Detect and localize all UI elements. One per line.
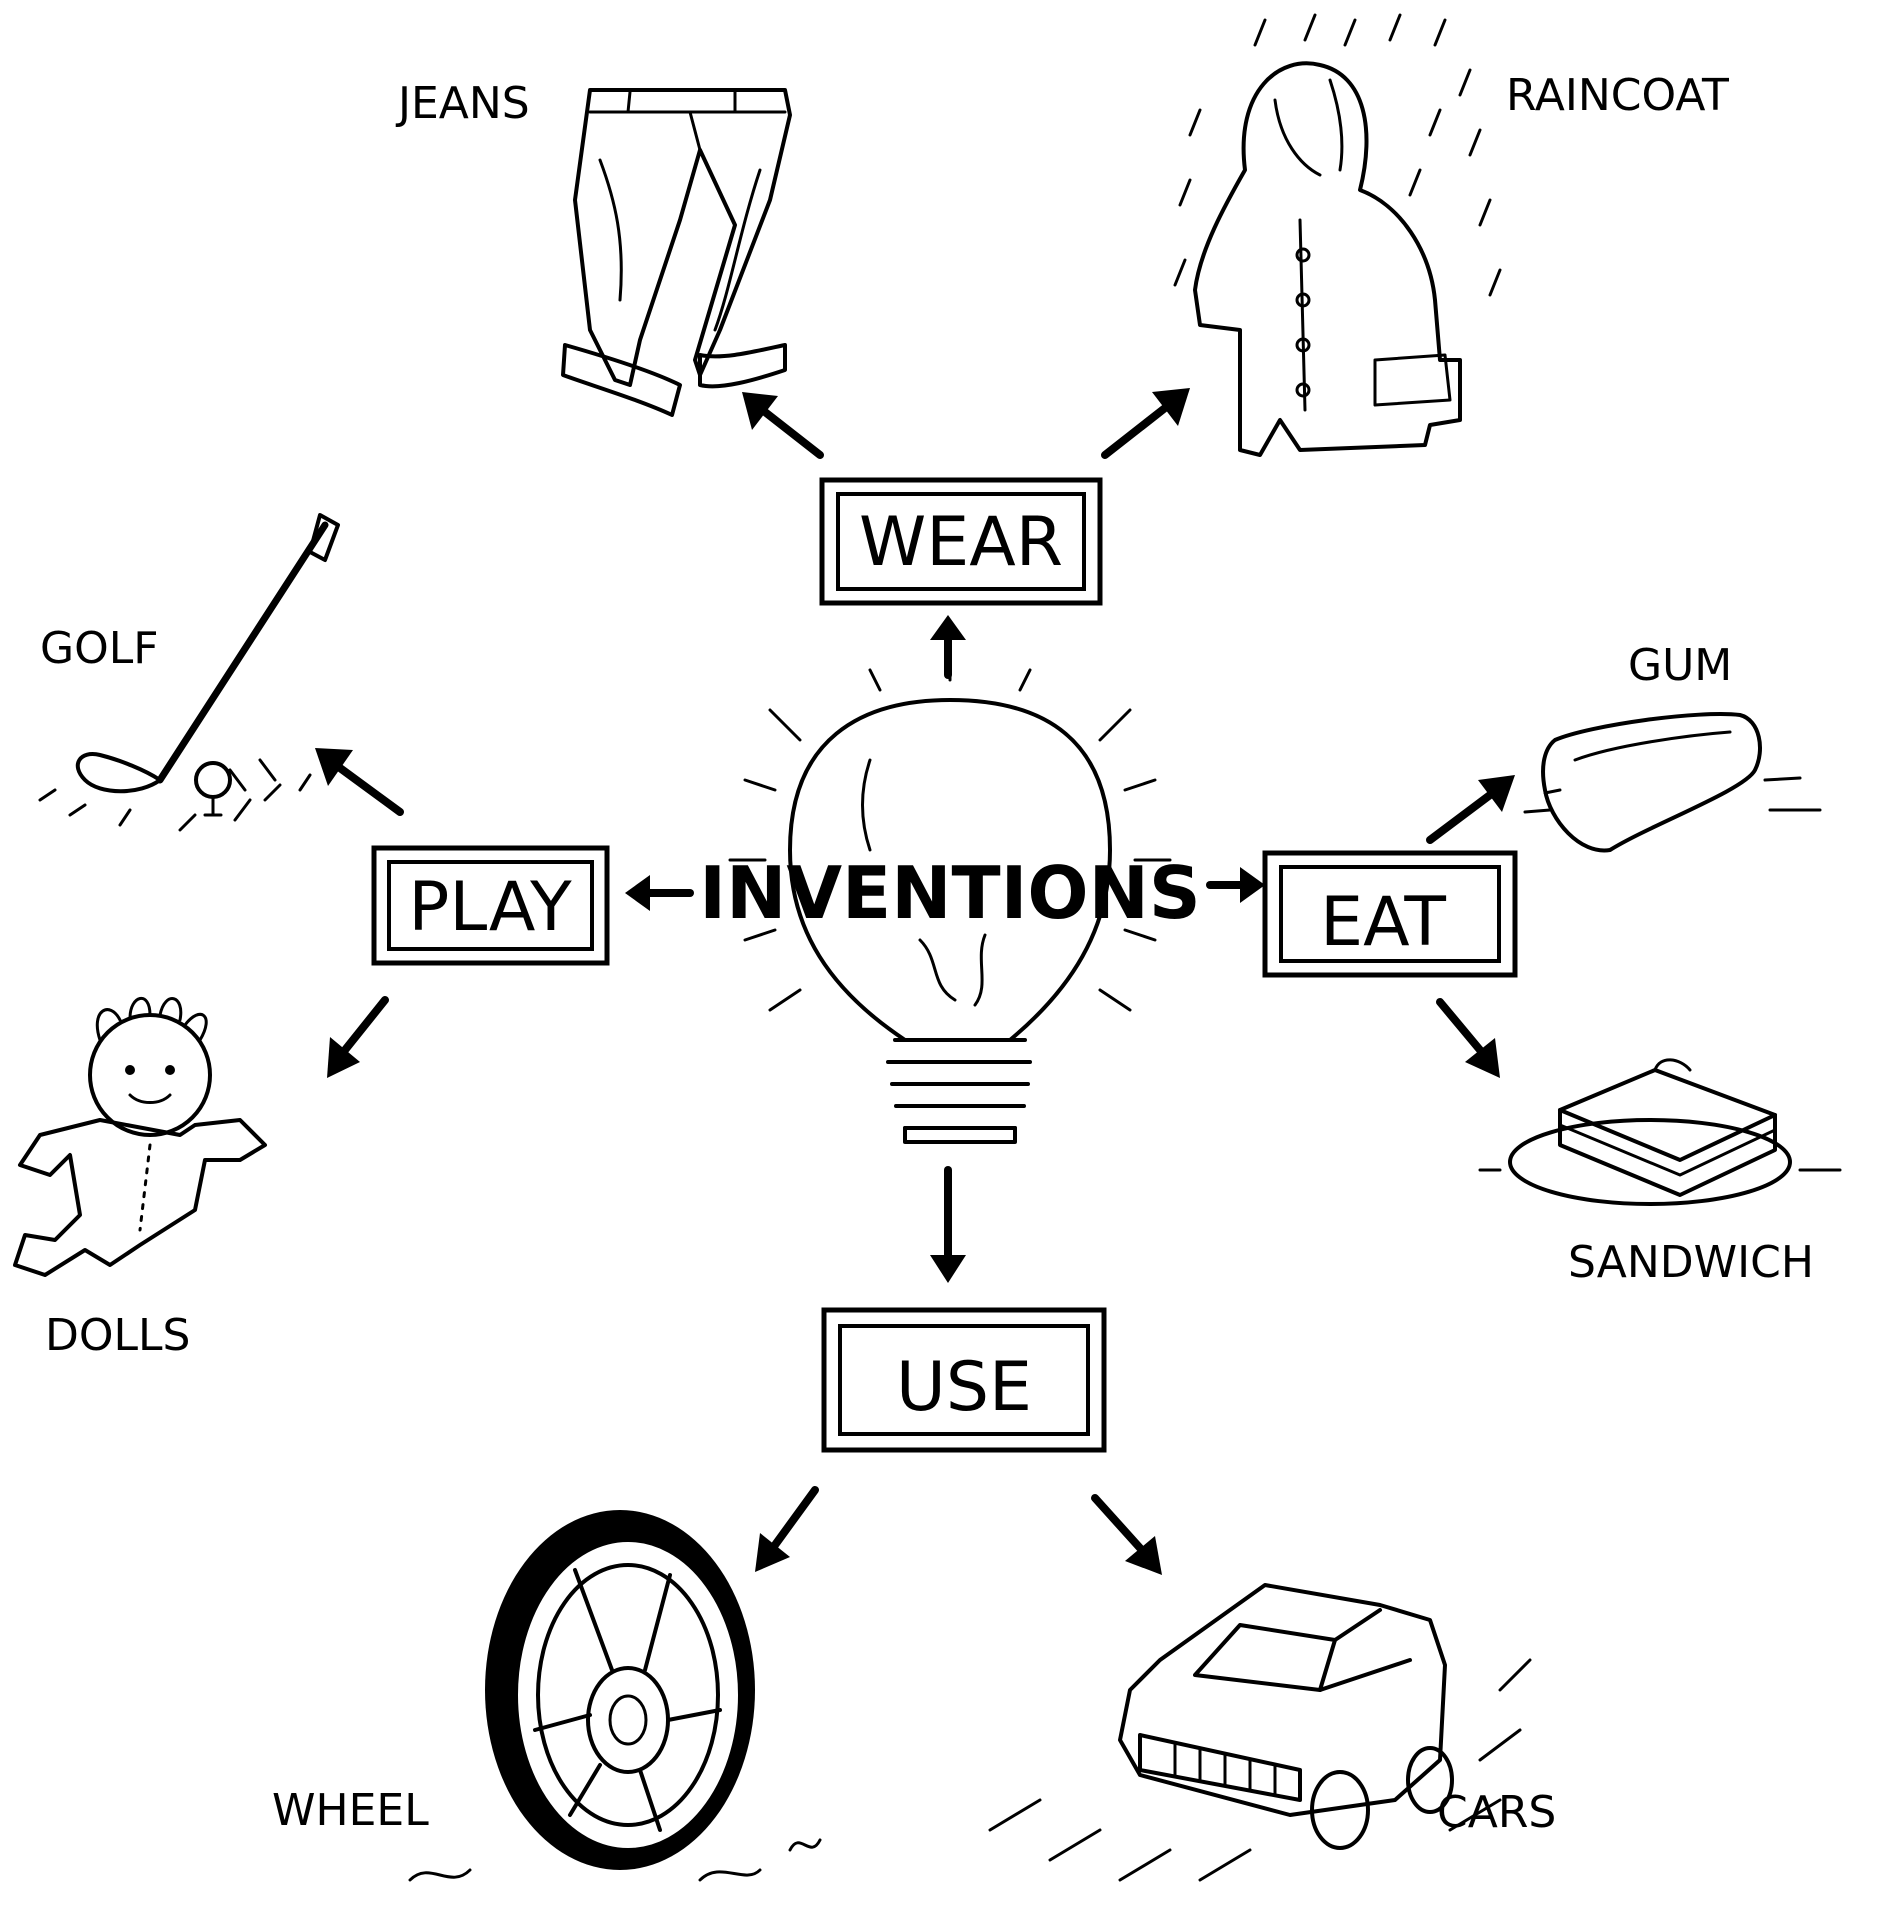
category-box-eat: EAT bbox=[1262, 850, 1518, 978]
item-label-wheel: WHEEL bbox=[272, 1785, 429, 1836]
golf-club-icon bbox=[38, 513, 340, 832]
item-label-jeans: JEANS bbox=[395, 78, 530, 129]
gum-icon bbox=[1523, 712, 1822, 853]
item-label-sandwich: SANDWICH bbox=[1568, 1237, 1814, 1288]
car-icon bbox=[988, 1583, 1532, 1882]
category-box-play: PLAY bbox=[371, 845, 610, 966]
item-label-cars: CARS bbox=[1437, 1787, 1556, 1838]
category-box-wear: WEAR bbox=[819, 477, 1103, 606]
doll-icon bbox=[13, 996, 267, 1277]
central-label: INVENTIONS bbox=[699, 851, 1200, 935]
item-label-raincoat: RAINCOAT bbox=[1506, 70, 1729, 121]
jeans-icon bbox=[561, 88, 792, 417]
arrows bbox=[315, 388, 1515, 1575]
category-label-play: PLAY bbox=[408, 868, 572, 947]
category-label-wear: WEAR bbox=[859, 503, 1063, 582]
category-label-eat: EAT bbox=[1320, 883, 1446, 962]
item-label-golf: GOLF bbox=[40, 623, 159, 674]
sandwich-icon bbox=[1478, 1058, 1842, 1206]
raincoat-icon bbox=[1173, 13, 1502, 457]
wheel-icon bbox=[408, 1510, 822, 1882]
category-box-use: USE bbox=[821, 1307, 1107, 1453]
item-label-dolls: DOLLS bbox=[45, 1310, 190, 1361]
category-label-use: USE bbox=[896, 1348, 1032, 1427]
item-label-gum: GUM bbox=[1628, 640, 1732, 691]
